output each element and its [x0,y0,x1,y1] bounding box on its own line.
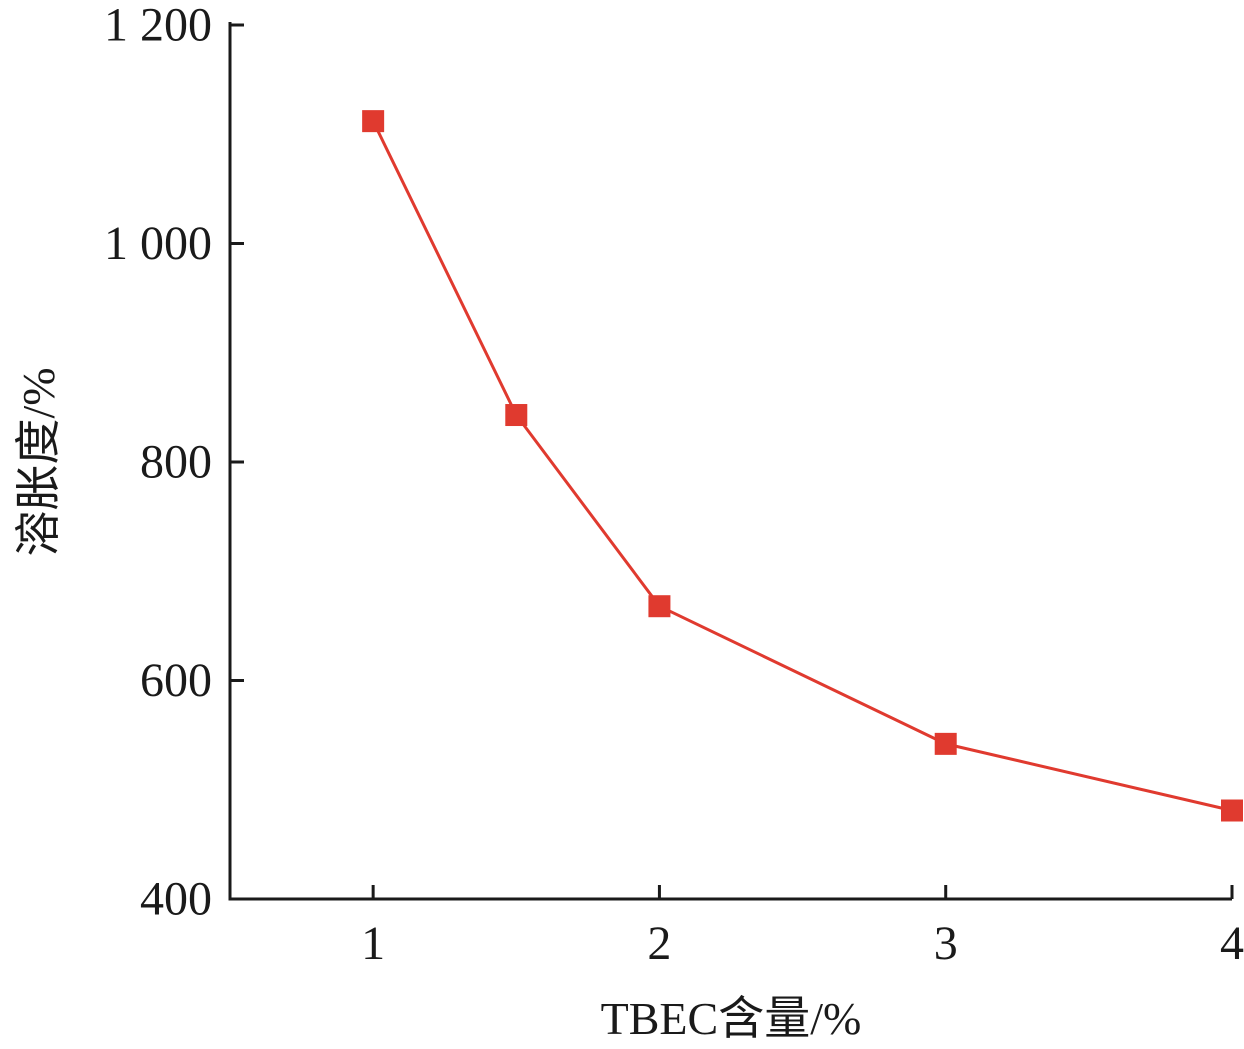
y-tick-label: 600 [140,654,212,707]
y-tick-label: 400 [140,873,212,926]
axes-layer [228,22,1232,901]
x-tick-label: 3 [934,917,958,970]
x-axis-title: TBEC含量/% [601,993,862,1044]
y-tick-label: 800 [140,436,212,489]
data-point-4 [1221,799,1243,822]
y-axis-title: 溶胀度/% [13,367,64,556]
x-tick-label: 4 [1220,917,1244,970]
ticks-layer: 400 600 800 1 000 1 200 1 2 3 4 [104,0,1244,970]
y-tick-label: 1 200 [104,0,212,52]
data-point-3 [934,732,957,755]
series-line [371,120,1233,812]
x-tick-label: 2 [647,917,671,970]
y-tick-label: 1 000 [104,217,212,270]
x-tick-label: 1 [361,917,385,970]
series-layer [362,110,1243,822]
data-point-1.5 [505,404,528,427]
data-point-2 [648,595,671,618]
data-point-1 [362,110,385,133]
